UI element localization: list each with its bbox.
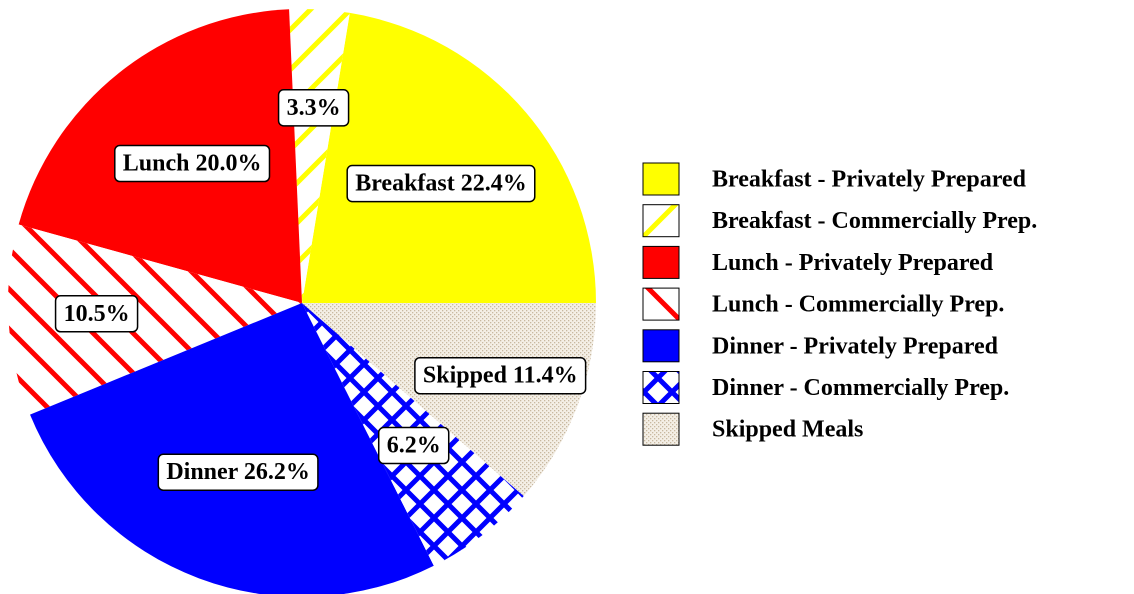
legend-label: Lunch - Privately Prepared xyxy=(712,250,994,276)
data-label-text: 6.2% xyxy=(387,433,441,459)
data-label-text: Lunch 20.0% xyxy=(123,150,262,176)
label-box xyxy=(414,356,587,395)
legend-swatch xyxy=(642,412,680,446)
data-label-text: Skipped 11.4% xyxy=(423,363,578,389)
data-label-text: 3.3% xyxy=(287,95,341,121)
pie-slice xyxy=(302,12,596,303)
label-box xyxy=(377,426,450,465)
data-label: Skipped 11.4% xyxy=(414,356,587,395)
legend-swatch xyxy=(642,204,680,238)
label-box xyxy=(157,453,319,491)
legend-label: Skipped Meals xyxy=(712,417,863,443)
data-label: Lunch 20.0% xyxy=(114,144,271,183)
label-box xyxy=(346,164,536,203)
data-label: Dinner 26.2% xyxy=(157,453,319,491)
label-box xyxy=(114,144,271,183)
legend-swatch xyxy=(642,162,680,196)
legend-swatch xyxy=(642,287,680,321)
legend-label: Breakfast - Privately Prepared xyxy=(712,167,1027,193)
legend-label: Breakfast - Commercially Prep. xyxy=(712,208,1037,234)
pie-slice xyxy=(8,224,303,415)
pie-slice xyxy=(289,9,350,303)
data-label-text: Dinner 26.2% xyxy=(166,459,310,485)
legend-swatch xyxy=(642,371,680,404)
data-label: 6.2% xyxy=(377,426,450,465)
data-label: 10.5% xyxy=(54,295,139,333)
legend-swatch xyxy=(642,245,680,279)
data-label-text: Breakfast 22.4% xyxy=(355,171,527,197)
pie-slice xyxy=(30,303,434,594)
legend-swatch xyxy=(642,329,680,363)
label-box xyxy=(54,295,139,333)
data-label: 3.3% xyxy=(277,89,350,127)
legend-label: Lunch - Commercially Prep. xyxy=(712,292,1004,318)
label-box xyxy=(277,89,350,127)
legend-label: Dinner - Privately Prepared xyxy=(712,333,999,359)
data-label-text: 10.5% xyxy=(64,301,130,327)
pie-slice xyxy=(302,303,596,497)
legend-label: Dinner - Commercially Prep. xyxy=(712,375,1009,401)
data-label: Breakfast 22.4% xyxy=(346,164,536,203)
